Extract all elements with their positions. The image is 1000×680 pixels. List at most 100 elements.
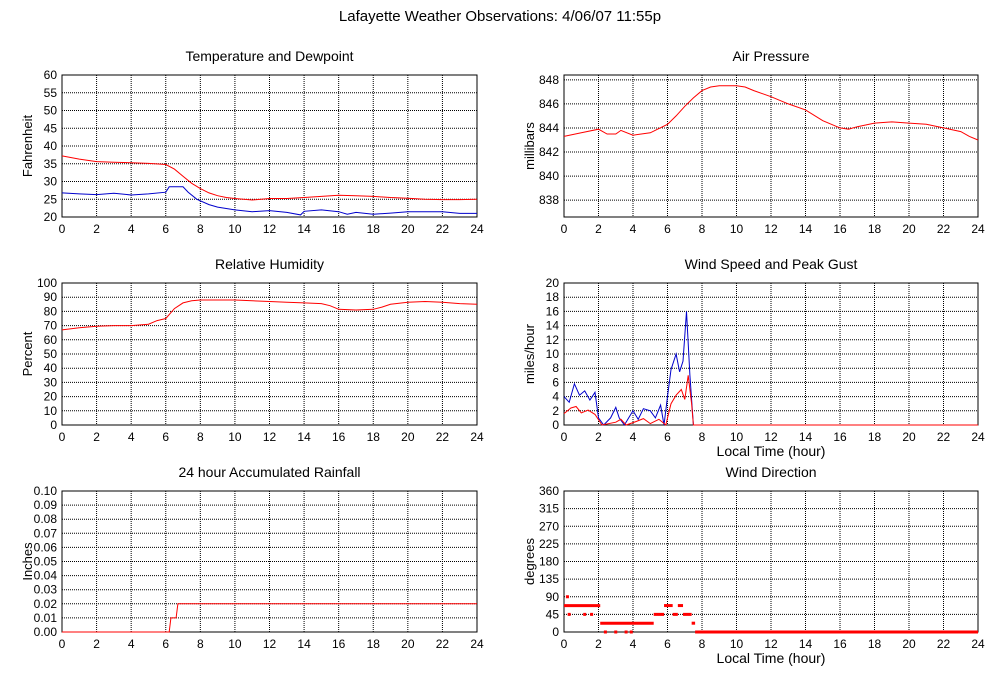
x-tick-label: 10 (228, 637, 242, 651)
x-tick-label: 0 (59, 637, 66, 651)
direction-dot (583, 612, 587, 616)
x-tick-label: 2 (595, 222, 602, 236)
y-tick-label: 10 (44, 404, 58, 418)
x-tick-label: 16 (833, 222, 847, 236)
chart-title: Wind Direction (725, 464, 816, 480)
y-tick-label: 12 (546, 333, 560, 347)
x-tick-label: 2 (93, 430, 100, 444)
x-tick-label: 10 (228, 430, 242, 444)
x-tick-label: 8 (197, 637, 204, 651)
y-tick-label: 0.10 (34, 484, 58, 498)
y-tick-label: 0.08 (34, 512, 58, 526)
x-tick-label: 24 (971, 430, 985, 444)
x-tick-label: 18 (367, 430, 381, 444)
x-tick-label: 12 (263, 222, 277, 236)
x-tick-label: 4 (128, 637, 135, 651)
y-tick-label: 315 (539, 502, 559, 516)
y-tick-label: 55 (44, 86, 58, 100)
x-tick-label: 12 (263, 430, 277, 444)
y-tick-label: 842 (539, 145, 559, 159)
x-tick-label: 18 (868, 222, 882, 236)
plot-frame (61, 74, 478, 218)
x-tick-label: 4 (128, 430, 135, 444)
x-axis-label: Local Time (hour) (717, 443, 826, 459)
x-tick-label: 8 (197, 222, 204, 236)
x-tick-label: 0 (59, 222, 66, 236)
series-line-red (61, 299, 478, 331)
direction-dot (603, 630, 607, 634)
x-tick-label: 16 (833, 637, 847, 651)
y-axis-label: Fahrenheit (20, 115, 35, 178)
chart-title: Temperature and Dewpoint (185, 48, 353, 64)
y-tick-label: 4 (552, 390, 559, 404)
x-tick-label: 6 (664, 637, 671, 651)
page-title: Lafayette Weather Observations: 4/06/07 … (338, 8, 662, 25)
direction-dot (629, 630, 633, 634)
y-tick-label: 60 (44, 333, 58, 347)
x-tick-label: 2 (93, 222, 100, 236)
y-axis-label: Percent (20, 331, 35, 376)
y-tick-label: 70 (44, 319, 58, 333)
x-tick-label: 14 (799, 430, 813, 444)
y-tick-label: 840 (539, 169, 559, 183)
direction-dot (614, 630, 618, 634)
series-line-red (61, 155, 478, 201)
y-tick-label: 90 (44, 290, 58, 304)
chart-title: Wind Speed and Peak Gust (685, 256, 858, 272)
y-tick-label: 6 (552, 375, 559, 389)
y-tick-label: 45 (44, 121, 58, 135)
y-tick-label: 0 (552, 625, 559, 639)
y-tick-label: 0 (50, 418, 57, 432)
x-tick-label: 14 (297, 222, 311, 236)
x-tick-label: 6 (664, 430, 671, 444)
x-tick-label: 4 (630, 430, 637, 444)
y-tick-label: 0.02 (34, 597, 58, 611)
y-tick-label: 30 (44, 175, 58, 189)
x-tick-label: 24 (971, 222, 985, 236)
y-tick-label: 838 (539, 193, 559, 207)
y-tick-label: 60 (44, 68, 58, 82)
y-tick-label: 0.07 (34, 526, 58, 540)
x-tick-label: 10 (730, 637, 744, 651)
x-tick-label: 4 (630, 222, 637, 236)
y-tick-label: 80 (44, 304, 58, 318)
x-tick-label: 2 (93, 637, 100, 651)
series-line-red (62, 603, 477, 633)
y-tick-label: 2 (552, 404, 559, 418)
y-tick-label: 0 (552, 418, 559, 432)
plot-frame (61, 490, 478, 633)
x-tick-label: 14 (799, 637, 813, 651)
y-tick-label: 40 (44, 139, 58, 153)
y-tick-label: 10 (546, 347, 560, 361)
x-tick-label: 14 (297, 637, 311, 651)
x-tick-label: 8 (699, 637, 706, 651)
x-tick-label: 12 (263, 637, 277, 651)
series-line-red (563, 85, 979, 141)
x-axis-label: Local Time (hour) (717, 650, 826, 666)
y-tick-label: 45 (546, 607, 560, 621)
y-tick-label: 8 (552, 361, 559, 375)
x-tick-label: 24 (470, 430, 484, 444)
direction-dot (590, 612, 594, 616)
direction-dot (567, 612, 571, 616)
x-tick-label: 6 (162, 430, 169, 444)
y-tick-label: 0.00 (34, 625, 58, 639)
series-line-blue (563, 311, 978, 426)
x-tick-label: 8 (699, 430, 706, 444)
x-tick-label: 20 (902, 222, 916, 236)
y-axis-label: millibars (522, 122, 537, 170)
y-tick-label: 844 (539, 121, 559, 135)
x-tick-label: 18 (367, 637, 381, 651)
y-tick-label: 40 (44, 361, 58, 375)
series-line-blue (61, 186, 477, 216)
y-tick-label: 135 (539, 572, 559, 586)
y-tick-label: 20 (546, 276, 560, 290)
direction-dot (624, 630, 628, 634)
chart-title: Relative Humidity (215, 256, 324, 272)
chart-title: 24 hour Accumulated Rainfall (178, 464, 360, 480)
y-tick-label: 18 (546, 290, 560, 304)
x-tick-label: 2 (595, 637, 602, 651)
y-tick-label: 14 (546, 319, 560, 333)
